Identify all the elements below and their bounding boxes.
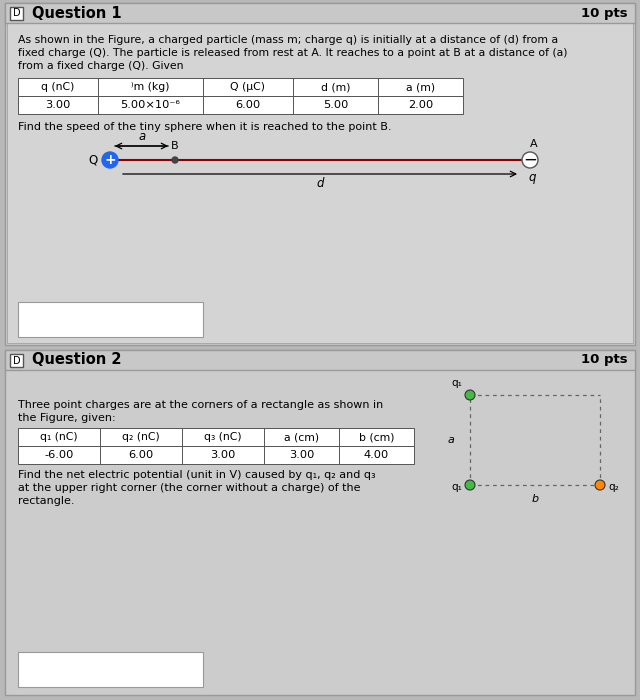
Text: Q: Q: [89, 153, 98, 167]
Text: d (m): d (m): [321, 82, 350, 92]
Text: As shown in the Figure, a charged particle (mass m; charge q) is initially at a : As shown in the Figure, a charged partic…: [18, 35, 558, 45]
Text: Q (μC): Q (μC): [230, 82, 266, 92]
Bar: [10, 354, 23, 367]
Text: a: a: [447, 435, 454, 445]
Text: B: B: [171, 141, 179, 151]
Text: 4.00: 4.00: [364, 450, 389, 460]
Text: q₁: q₁: [451, 482, 462, 492]
Bar: [18, 652, 203, 687]
Text: Question 1: Question 1: [32, 6, 122, 20]
Text: A: A: [530, 139, 538, 149]
Text: q₂ (nC): q₂ (nC): [122, 432, 160, 442]
Circle shape: [595, 480, 605, 490]
Text: b: b: [531, 494, 539, 504]
Text: Question 2: Question 2: [32, 353, 122, 368]
Text: 6.00: 6.00: [236, 100, 260, 110]
Text: q₃ (nC): q₃ (nC): [204, 432, 242, 442]
Bar: [18, 96, 463, 114]
Bar: [5, 3, 635, 345]
Circle shape: [465, 390, 475, 400]
Text: d: d: [316, 177, 324, 190]
Text: from a fixed charge (Q). Given: from a fixed charge (Q). Given: [18, 61, 184, 71]
Text: 5.00: 5.00: [323, 100, 348, 110]
Bar: [18, 78, 463, 96]
Text: D: D: [13, 356, 20, 365]
Text: 3.00: 3.00: [211, 450, 236, 460]
Text: a: a: [139, 130, 146, 143]
Bar: [18, 428, 414, 446]
Circle shape: [172, 157, 178, 163]
Text: fixed charge (Q). The particle is released from rest at A. It reaches to a point: fixed charge (Q). The particle is releas…: [18, 48, 568, 58]
Text: q: q: [528, 171, 536, 184]
Text: rectangle.: rectangle.: [18, 496, 74, 506]
Text: −: −: [523, 151, 537, 169]
Text: a (cm): a (cm): [284, 432, 319, 442]
Bar: [7, 23, 633, 343]
Bar: [5, 350, 635, 695]
Text: +: +: [104, 153, 116, 167]
Text: 3.00: 3.00: [289, 450, 314, 460]
Text: 6.00: 6.00: [129, 450, 154, 460]
Text: ⁾m (kg): ⁾m (kg): [131, 82, 170, 92]
Text: the Figure, given:: the Figure, given:: [18, 413, 116, 423]
Text: q₂: q₂: [608, 482, 619, 492]
Text: D: D: [13, 8, 20, 18]
Bar: [18, 446, 414, 464]
Text: 5.00×10⁻⁶: 5.00×10⁻⁶: [120, 100, 180, 110]
Text: q (nC): q (nC): [42, 82, 75, 92]
Text: 2.00: 2.00: [408, 100, 433, 110]
Bar: [5, 3, 635, 23]
Bar: [18, 302, 203, 337]
Text: Three point charges are at the corners of a rectangle as shown in: Three point charges are at the corners o…: [18, 400, 383, 410]
Text: 3.00: 3.00: [45, 100, 70, 110]
Text: -6.00: -6.00: [44, 450, 74, 460]
Text: Find the net electric potential (unit in V) caused by q₁, q₂ and q₃: Find the net electric potential (unit in…: [18, 470, 376, 480]
Circle shape: [522, 152, 538, 168]
Text: at the upper right corner (the corner without a charge) of the: at the upper right corner (the corner wi…: [18, 483, 360, 493]
Text: b (cm): b (cm): [359, 432, 394, 442]
Text: q₁: q₁: [451, 378, 462, 388]
Text: 10 pts: 10 pts: [581, 6, 628, 20]
Bar: [5, 350, 635, 370]
Text: Find the speed of the tiny sphere when it is reached to the point B.: Find the speed of the tiny sphere when i…: [18, 122, 392, 132]
Bar: [10, 7, 23, 20]
Text: 10 pts: 10 pts: [581, 354, 628, 367]
Text: a (m): a (m): [406, 82, 435, 92]
Circle shape: [465, 480, 475, 490]
Circle shape: [102, 152, 118, 168]
Text: q₁ (nC): q₁ (nC): [40, 432, 78, 442]
